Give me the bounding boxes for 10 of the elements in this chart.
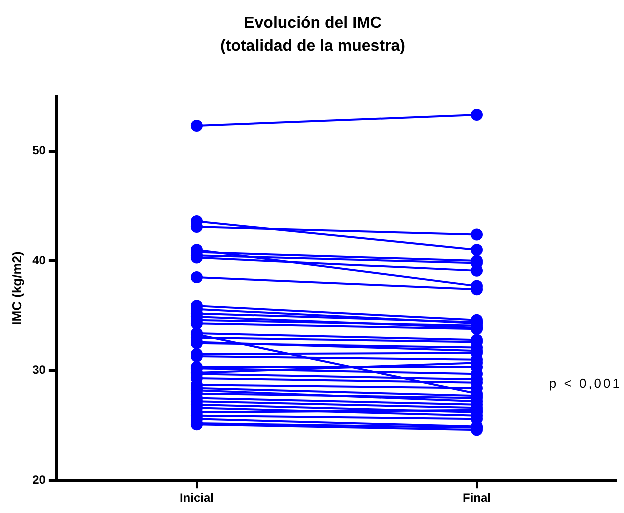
y-tick-label: 40: [32, 253, 46, 268]
y-tick-label: 50: [32, 144, 46, 158]
x-tick-label: Final: [462, 491, 491, 506]
annotation: p < 0,001: [549, 376, 622, 392]
y-tick-label: 30: [32, 363, 46, 378]
x-tick-label: Inicial: [180, 491, 214, 506]
y-tick-label: 20: [32, 472, 46, 487]
chart-title: Evolución del IMC: [244, 15, 382, 32]
y-axis-title: IMC (kg/m2): [9, 252, 24, 326]
chart-subtitle: (totalidad de la muestra): [220, 38, 406, 56]
